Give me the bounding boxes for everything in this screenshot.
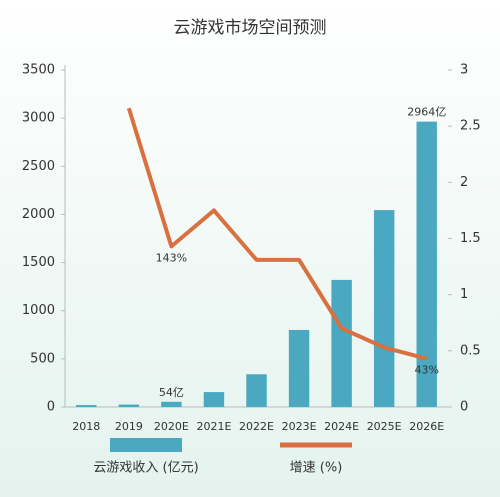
bar: [416, 121, 437, 408]
y2-tick-label: 0.5: [460, 343, 481, 358]
y-tick-label: 0: [47, 400, 55, 415]
y-tick-label: 1000: [22, 303, 55, 318]
y2-tick-label: 2: [460, 175, 468, 190]
y-tick-label: 2500: [22, 159, 55, 174]
bar: [118, 404, 140, 407]
data-label: 143%: [156, 251, 187, 264]
data-label: 43%: [414, 364, 438, 377]
y2-tick-label: 0: [460, 400, 468, 415]
y-tick-label: 3000: [22, 111, 55, 126]
bar: [76, 405, 97, 407]
data-label: 2964亿: [407, 106, 446, 119]
x-tick-label: 2026E: [409, 420, 444, 433]
y-tick-label: 2000: [22, 207, 55, 222]
legend-label: 增速 (%): [290, 461, 343, 476]
x-tick-label: 2020E: [154, 420, 189, 433]
x-tick-label: 2022E: [239, 420, 274, 433]
bar: [288, 329, 310, 407]
x-tick-label: 2018: [72, 420, 100, 433]
legend-swatch: [110, 438, 182, 452]
y2-tick-label: 3: [460, 63, 468, 78]
data-label: 54亿: [159, 386, 184, 399]
x-tick-label: 2024E: [324, 420, 359, 433]
x-tick-label: 2019: [115, 420, 143, 433]
chart-title: 云游戏市场空间预测: [174, 18, 327, 38]
x-tick-label: 2025E: [367, 420, 402, 433]
y2-tick-label: 2.5: [460, 119, 481, 134]
bar: [373, 210, 395, 407]
line: [126, 107, 428, 361]
x-tick-label: 2023E: [282, 420, 317, 433]
x-tick-label: 2021E: [196, 420, 231, 433]
y-tick-label: 1500: [22, 255, 55, 270]
bar: [246, 374, 267, 407]
y2-tick-label: 1: [460, 287, 468, 302]
y-tick-label: 3500: [22, 63, 55, 78]
bar: [161, 401, 182, 407]
y2-tick-label: 1.5: [460, 231, 481, 246]
bar: [203, 392, 225, 407]
legend-label: 云游戏收入 (亿元): [93, 461, 198, 476]
bar: [331, 279, 352, 407]
y-tick-label: 500: [30, 351, 55, 366]
